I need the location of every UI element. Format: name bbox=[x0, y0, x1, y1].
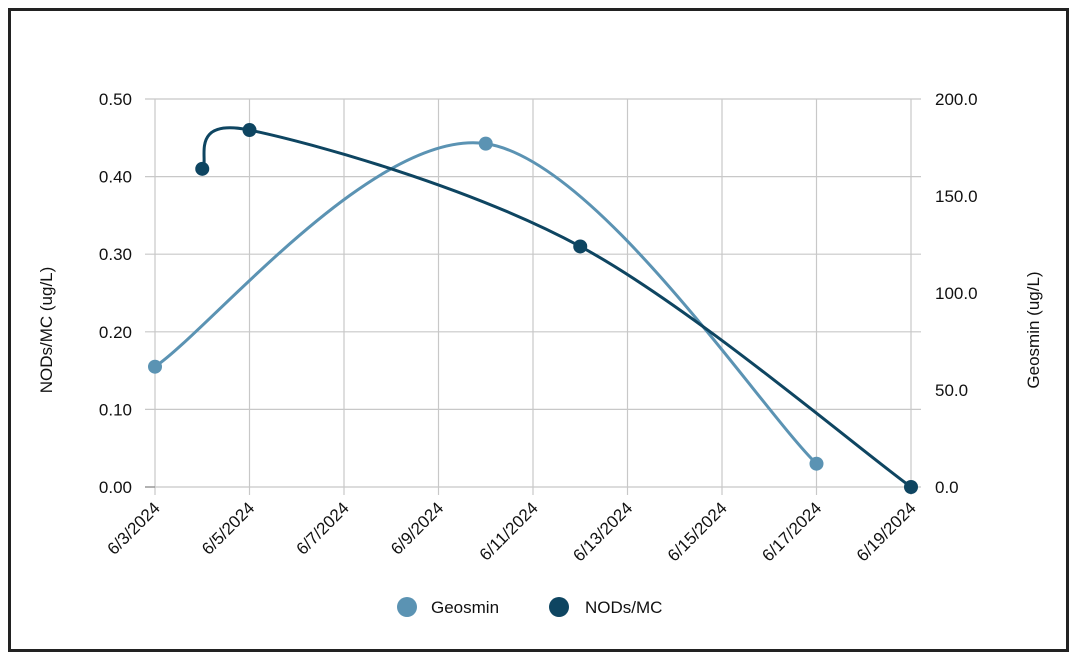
y-left-tick-label: 0.50 bbox=[99, 90, 132, 109]
x-tick-label: 6/17/2024 bbox=[758, 498, 825, 565]
y-right-tick-label: 0.0 bbox=[935, 478, 959, 497]
legend: Geosmin NODs/MC bbox=[397, 597, 662, 617]
geosmin-series-line bbox=[154, 141, 818, 465]
y-left-tick-label: 0.10 bbox=[99, 400, 132, 419]
x-tick-label: 6/5/2024 bbox=[198, 498, 258, 558]
geosmin-data-point[interactable] bbox=[809, 456, 824, 471]
nods-mc-data-point[interactable] bbox=[242, 123, 257, 138]
y-left-tick-label: 0.40 bbox=[99, 168, 132, 187]
x-ticks: 6/3/2024 6/5/2024 6/7/2024 6/9/2024 6/11/202… bbox=[104, 498, 920, 565]
y-axis-right-title: Geosmin (ug/L) bbox=[1024, 271, 1043, 388]
y-right-ticks: 0.0 50.0 100.0 150.0 200.0 bbox=[935, 90, 978, 497]
y-right-tick-label: 200.0 bbox=[935, 90, 978, 109]
grid bbox=[145, 98, 921, 495]
y-right-tick-label: 100.0 bbox=[935, 284, 978, 303]
y-left-tick-label: 0.30 bbox=[99, 245, 132, 264]
x-tick-label: 6/3/2024 bbox=[104, 498, 164, 558]
legend-marker-nods-mc[interactable] bbox=[549, 597, 569, 617]
y-right-tick-label: 150.0 bbox=[935, 187, 978, 206]
geosmin-data-point[interactable] bbox=[148, 359, 162, 374]
x-tick-label: 6/19/2024 bbox=[853, 498, 920, 565]
legend-label-nods-mc[interactable]: NODs/MC bbox=[585, 598, 662, 617]
legend-label-geosmin[interactable]: Geosmin bbox=[431, 598, 499, 617]
chart-frame bbox=[8, 8, 1069, 652]
x-tick-label: 6/15/2024 bbox=[664, 498, 731, 565]
x-tick-label: 6/11/2024 bbox=[476, 498, 542, 564]
x-tick-label: 6/7/2024 bbox=[293, 498, 353, 558]
y-left-tick-label: 0.20 bbox=[99, 323, 132, 342]
y-axis-left-title: NODs/MC (ug/L) bbox=[37, 267, 56, 394]
legend-marker-geosmin[interactable] bbox=[397, 597, 417, 617]
x-tick-label: 6/13/2024 bbox=[569, 498, 636, 565]
nods-mc-data-point[interactable] bbox=[573, 239, 588, 254]
nods-mc-data-point[interactable] bbox=[195, 161, 210, 176]
nods-mc-data-point[interactable] bbox=[904, 480, 918, 494]
y-left-ticks: 0.00 0.10 0.20 0.30 0.40 0.50 bbox=[99, 90, 132, 497]
nods-mc-series-line bbox=[200, 126, 912, 489]
series-layer bbox=[148, 123, 918, 494]
x-tick-label: 6/9/2024 bbox=[387, 498, 447, 558]
geosmin-data-point[interactable] bbox=[478, 136, 493, 151]
y-right-tick-label: 50.0 bbox=[935, 381, 968, 400]
y-left-tick-label: 0.00 bbox=[99, 478, 132, 497]
